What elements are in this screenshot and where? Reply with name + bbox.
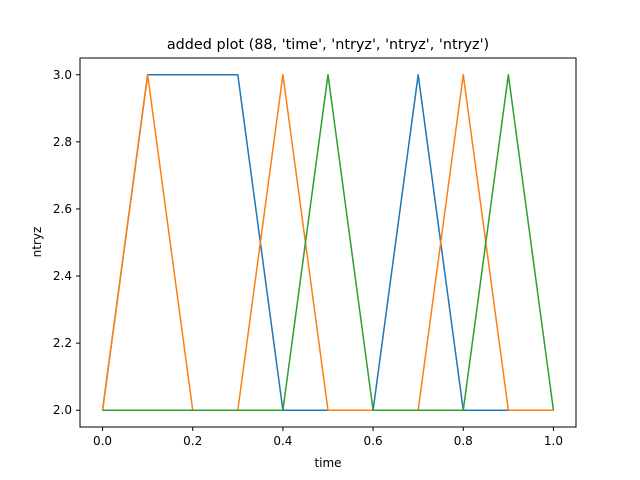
x-axis-label: time bbox=[314, 456, 341, 470]
x-tick-label: 0.6 bbox=[364, 434, 383, 448]
x-tick-label: 0.8 bbox=[454, 434, 473, 448]
y-tick-label: 2.2 bbox=[53, 336, 72, 350]
series-line-3 bbox=[102, 74, 555, 411]
y-tick-label: 2.6 bbox=[53, 202, 72, 216]
y-axis-label: ntryz bbox=[30, 227, 44, 258]
y-axis: 2.0 2.2 2.4 2.6 2.8 3.0 bbox=[53, 68, 80, 417]
x-tick-label: 0.2 bbox=[183, 434, 202, 448]
y-tick-label: 2.8 bbox=[53, 135, 72, 149]
y-tick-label: 2.4 bbox=[53, 269, 72, 283]
y-tick-label: 3.0 bbox=[53, 68, 72, 82]
x-tick-label: 0.0 bbox=[93, 434, 112, 448]
x-tick-label: 0.4 bbox=[273, 434, 292, 448]
plot-area-frame bbox=[79, 57, 577, 428]
series-layer bbox=[101, 74, 555, 411]
x-axis: 0.0 0.2 0.4 0.6 0.8 1.0 bbox=[93, 427, 563, 448]
y-tick-label: 2.0 bbox=[53, 403, 72, 417]
series-line-2 bbox=[101, 74, 554, 411]
chart-title: added plot (88, 'time', 'ntryz', 'ntryz'… bbox=[167, 37, 489, 53]
x-tick-label: 1.0 bbox=[544, 434, 563, 448]
